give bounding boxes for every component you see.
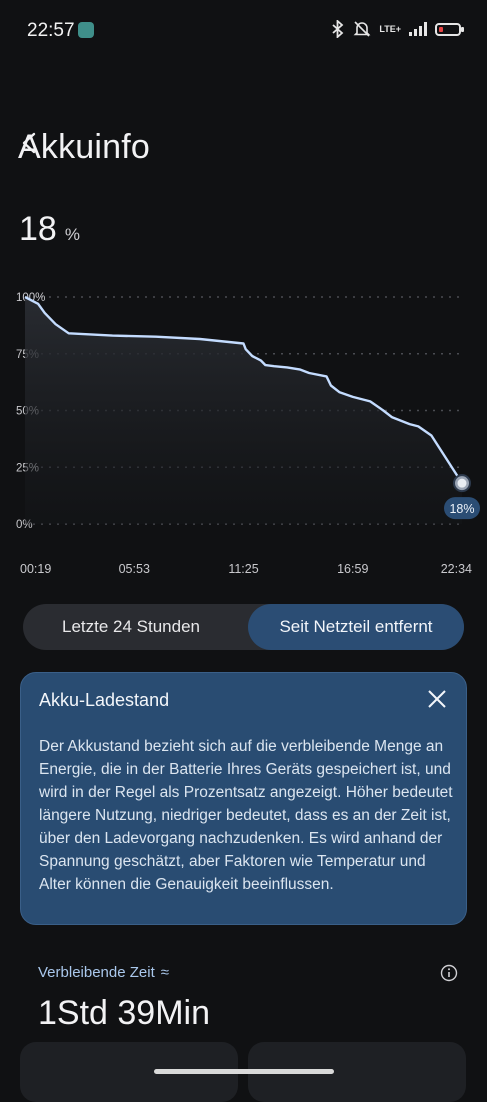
app-notification-icon bbox=[78, 22, 94, 38]
back-arrow-icon[interactable] bbox=[18, 130, 44, 156]
info-card-body: Der Akkustand bezieht sich auf die verbl… bbox=[39, 738, 453, 893]
battery-level-chart: 100%75%50%25%0%00:1905:5311:2516:5922:34… bbox=[16, 292, 480, 576]
x-tick-label: 16:59 bbox=[337, 562, 368, 576]
current-level-label: 18% bbox=[449, 502, 474, 516]
close-icon[interactable] bbox=[426, 688, 448, 710]
remaining-time-label-text: Verbleibende Zeit bbox=[38, 964, 155, 981]
tab-last-24-hours[interactable]: Letzte 24 Stunden bbox=[61, 617, 200, 636]
x-tick-label: 11:25 bbox=[228, 562, 258, 576]
status-time: 22:57 bbox=[27, 20, 75, 41]
status-bar: 22:57 LTE+ bbox=[0, 0, 487, 64]
info-card-title: Akku-Ladestand bbox=[39, 690, 170, 710]
remaining-time-value: 1Std 39Min bbox=[38, 994, 210, 1032]
battery-icon bbox=[435, 22, 464, 36]
page-title: Akkuinfo bbox=[18, 128, 151, 166]
battery-level-unit: % bbox=[64, 225, 80, 244]
tab-since-unplugged[interactable]: Seit Netzteil entfernt bbox=[248, 604, 464, 650]
battery-level-info-card: Akku-Ladestand Der Akkustand bezieht sic… bbox=[20, 672, 467, 925]
approx-symbol: ≈ bbox=[160, 964, 169, 981]
current-level-badge bbox=[444, 497, 480, 520]
y-tick-label: 100% bbox=[16, 292, 45, 304]
signal-icon bbox=[409, 22, 427, 36]
battery-level: 18% bbox=[19, 210, 80, 249]
period-selector: Letzte 24 Stunden Seit Netzteil entfernt bbox=[23, 604, 464, 650]
battery-level-fill bbox=[439, 26, 443, 32]
status-icons: LTE+ bbox=[331, 20, 464, 38]
remaining-time-label: Verbleibende Zeit ≈ bbox=[38, 964, 169, 981]
battery-level-value: 18 bbox=[19, 210, 57, 248]
x-tick-label: 00:19 bbox=[20, 562, 51, 576]
x-tick-label: 22:34 bbox=[441, 562, 472, 576]
network-type: LTE+ bbox=[379, 24, 401, 34]
info-icon[interactable] bbox=[440, 964, 458, 982]
battery-area bbox=[25, 297, 462, 524]
home-indicator[interactable] bbox=[154, 1069, 334, 1074]
current-level-marker-dot bbox=[457, 478, 467, 488]
battery-line bbox=[24, 295, 464, 484]
x-tick-label: 05:53 bbox=[119, 562, 150, 576]
bell-off-icon bbox=[353, 21, 371, 37]
bluetooth-icon bbox=[332, 20, 344, 38]
